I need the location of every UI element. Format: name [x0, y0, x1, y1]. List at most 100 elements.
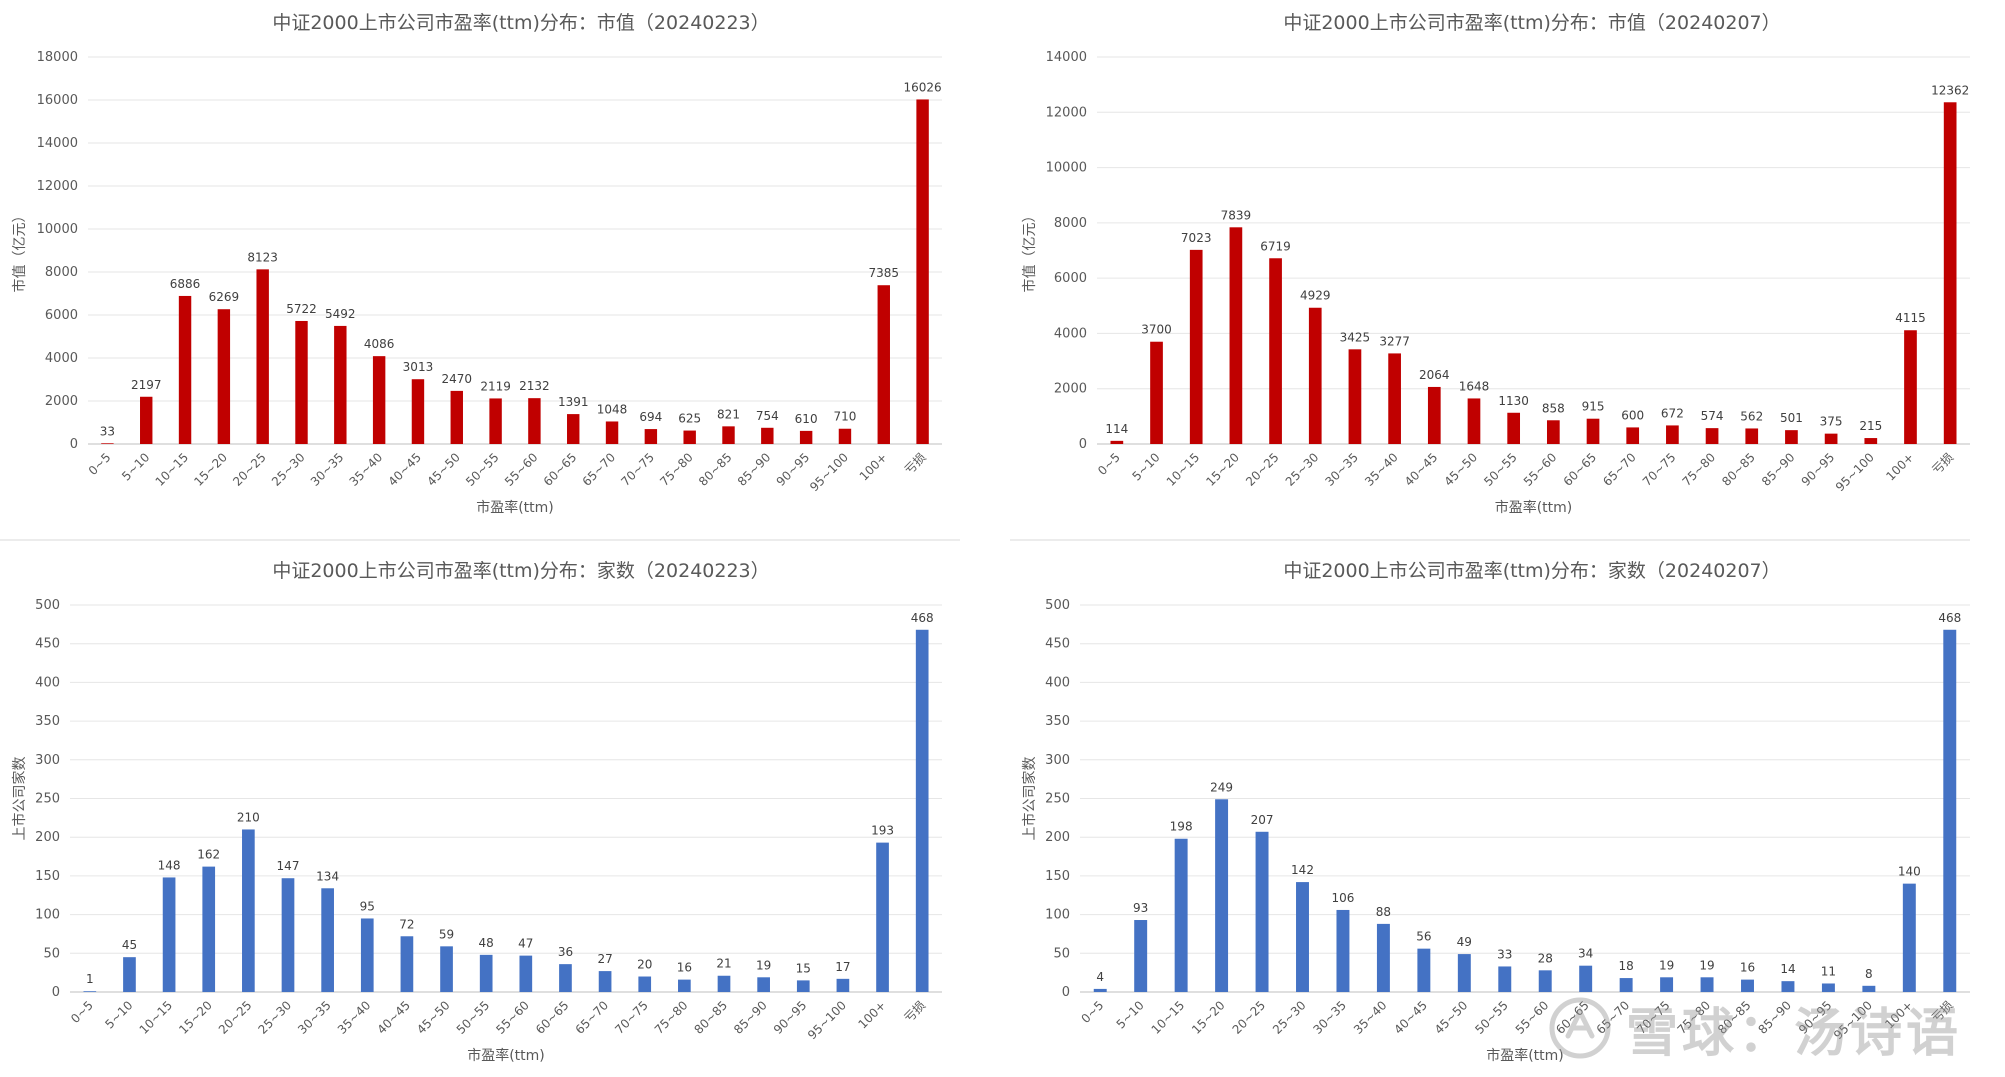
data-label: 3700: [1141, 323, 1172, 337]
bar: [440, 946, 453, 992]
bar: [140, 396, 153, 444]
x-tick-label: 15~20: [1203, 450, 1242, 489]
data-label: 610: [795, 412, 818, 426]
x-axis-title: 市盈率(ttm): [1495, 499, 1573, 516]
data-label: 710: [834, 410, 857, 424]
data-label: 6719: [1260, 239, 1291, 253]
bar: [1538, 970, 1552, 992]
x-tick-label: 95~100: [1833, 450, 1877, 494]
x-tick-label: 5~10: [102, 998, 135, 1031]
x-tick-label: 15~20: [176, 998, 215, 1037]
data-label: 15: [796, 961, 811, 975]
data-label: 11: [1821, 964, 1836, 978]
x-tick-label: 65~70: [580, 450, 619, 489]
bar: [400, 936, 414, 992]
bar: [757, 977, 770, 992]
bar: [1498, 966, 1512, 992]
x-tick-label: 35~40: [347, 450, 386, 489]
y-tick-label: 0: [70, 437, 78, 452]
x-tick-label: 55~60: [502, 450, 541, 489]
data-label: 19: [1659, 958, 1674, 972]
bar: [1296, 882, 1309, 992]
data-label: 600: [1621, 408, 1644, 422]
x-tick-label: 85~90: [735, 450, 774, 489]
data-label: 6886: [170, 277, 201, 291]
bar: [1189, 249, 1203, 444]
data-label: 1048: [597, 402, 628, 416]
data-label: 3013: [403, 360, 434, 374]
data-label: 72: [399, 917, 414, 931]
x-tick-label: 亏损: [902, 450, 929, 477]
x-tick-label: 40~45: [374, 998, 413, 1037]
x-tick-label: 15~20: [191, 450, 230, 489]
data-label: 7023: [1181, 231, 1212, 245]
bar: [916, 99, 929, 444]
bar: [1666, 425, 1679, 444]
data-label: 215: [1859, 419, 1882, 433]
bar: [1864, 438, 1878, 444]
y-tick-label: 6000: [1054, 271, 1087, 286]
data-label: 8123: [247, 250, 278, 264]
bar: [217, 309, 231, 444]
x-tick-label: 10~15: [1149, 998, 1188, 1037]
y-tick-label: 500: [35, 598, 60, 613]
bar: [605, 421, 619, 444]
data-label: 672: [1661, 406, 1684, 420]
x-tick-label: 55~60: [1521, 450, 1560, 489]
bar: [1336, 909, 1350, 992]
x-tick-label: 65~70: [573, 998, 612, 1037]
data-label: 1: [86, 972, 94, 986]
bar: [83, 991, 97, 992]
x-tick-label: 40~45: [385, 450, 424, 489]
y-tick-label: 350: [35, 714, 60, 729]
x-tick-label: 60~65: [533, 998, 572, 1037]
x-tick-label: 0~5: [1079, 998, 1107, 1026]
x-tick-label: 50~55: [1472, 998, 1511, 1037]
x-tick-label: 55~60: [493, 998, 532, 1037]
bar: [1093, 988, 1107, 992]
bar: [567, 414, 580, 444]
bar: [1215, 799, 1229, 992]
bar: [1255, 831, 1269, 992]
x-tick-label: 0~5: [1095, 450, 1123, 478]
y-tick-label: 14000: [1046, 50, 1087, 65]
x-tick-label: 40~45: [1402, 450, 1441, 489]
y-tick-label: 300: [1045, 753, 1070, 768]
bar: [1457, 954, 1471, 992]
data-label: 19: [756, 958, 771, 972]
y-tick-label: 50: [1053, 946, 1070, 961]
bar: [1579, 965, 1593, 992]
x-tick-label: 40~45: [1391, 998, 1430, 1037]
x-tick-label: 5~10: [1114, 998, 1147, 1031]
data-label: 2470: [441, 372, 472, 386]
bar: [717, 975, 731, 992]
x-tick-label: 80~85: [1719, 450, 1758, 489]
x-tick-label: 70~75: [1640, 450, 1679, 489]
y-tick-label: 150: [1045, 869, 1070, 884]
bar: [915, 629, 929, 992]
bar: [1174, 838, 1188, 992]
y-axis-title: 市值（亿元）: [11, 209, 28, 293]
data-label: 3277: [1379, 334, 1410, 348]
x-tick-label: 45~50: [424, 450, 463, 489]
x-axis-title: 市盈率(ttm): [476, 499, 554, 516]
data-label: 17: [835, 960, 850, 974]
data-label: 49: [1457, 935, 1472, 949]
bar: [796, 980, 810, 992]
data-label: 501: [1780, 411, 1803, 425]
bar: [761, 427, 774, 444]
y-tick-label: 8000: [45, 265, 78, 280]
y-tick-label: 12000: [37, 179, 78, 194]
bar: [242, 829, 255, 992]
bar: [321, 888, 334, 992]
watermark: 雪球：汤诗语: [1548, 988, 1978, 1068]
bar: [295, 320, 308, 444]
x-tick-label: 75~80: [657, 450, 696, 489]
x-tick-label: 25~30: [269, 450, 308, 489]
x-tick-label: 30~35: [1310, 998, 1349, 1037]
y-tick-label: 6000: [45, 308, 78, 323]
x-tick-label: 35~40: [335, 998, 374, 1037]
bar: [528, 398, 541, 444]
chart-title: 中证2000上市公司市盈率(ttm)分布：家数（20240207）: [1283, 560, 1780, 582]
data-label: 28: [1538, 951, 1553, 965]
